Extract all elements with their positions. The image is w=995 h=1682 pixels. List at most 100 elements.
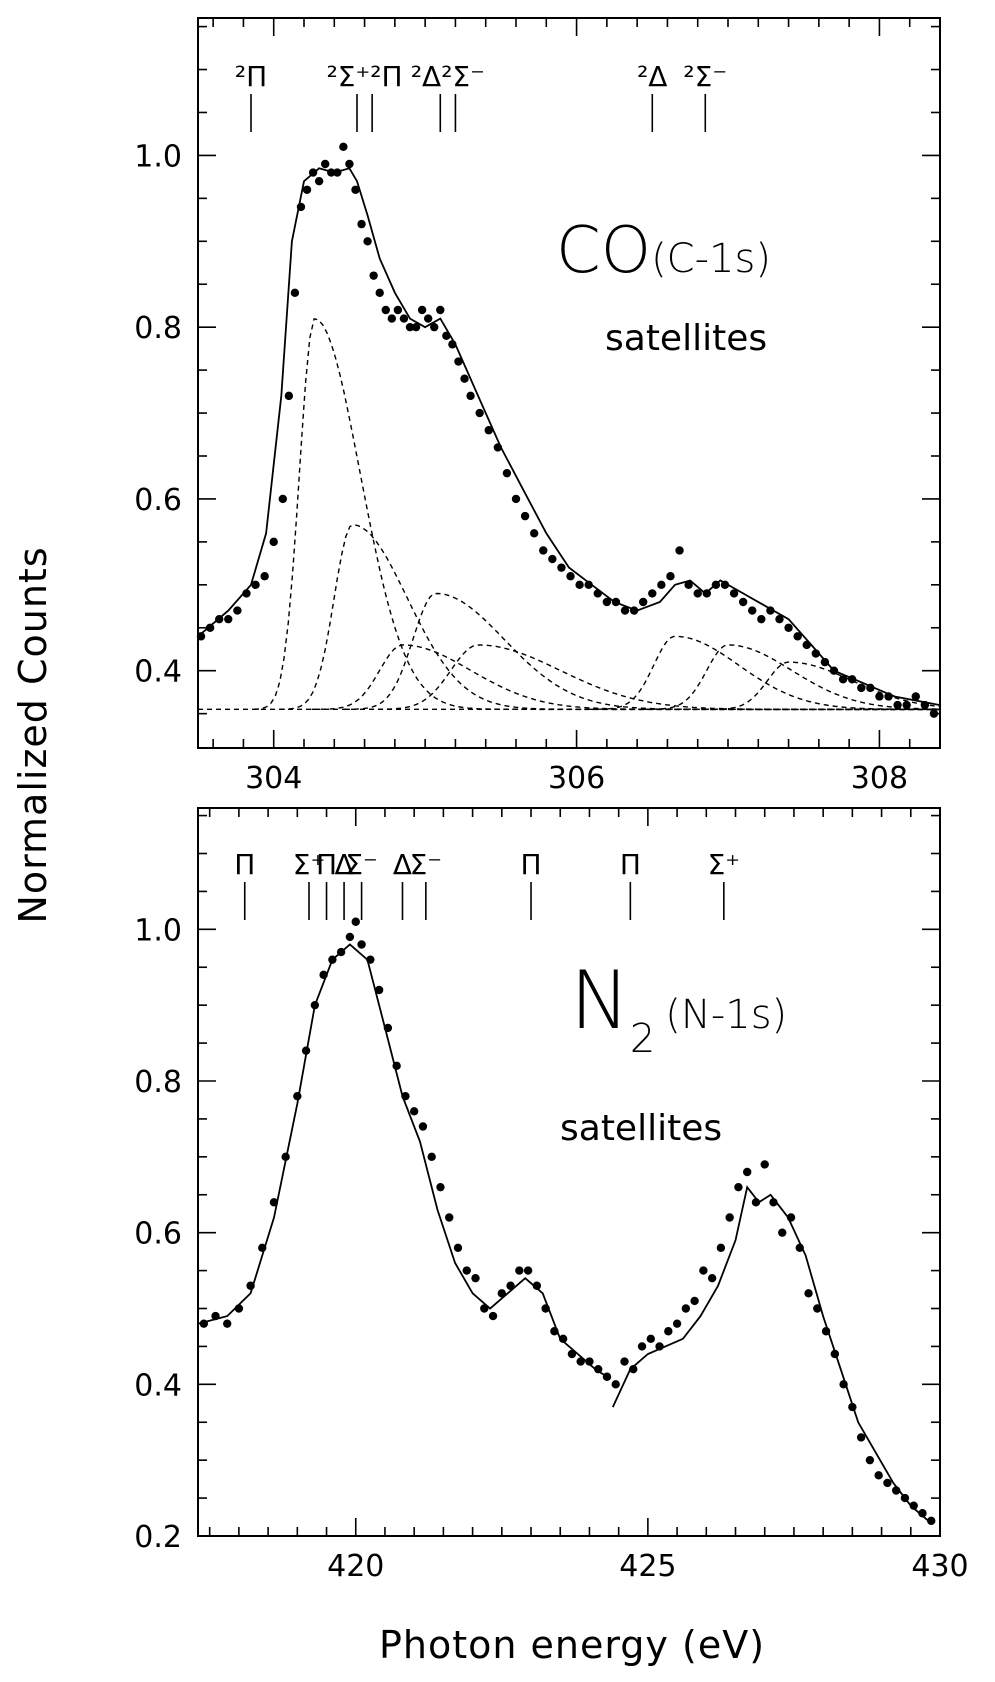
co-data-point bbox=[511, 494, 521, 504]
n2-data-point bbox=[293, 1091, 302, 1101]
n2-data-point bbox=[918, 1509, 927, 1518]
co-data-point bbox=[381, 305, 390, 315]
n2-satellites-label: satellites bbox=[560, 1108, 722, 1149]
n2-molecule-subscript: 2 bbox=[630, 1016, 655, 1062]
n2-plot-frame bbox=[197, 807, 941, 1537]
co-data-point bbox=[648, 589, 657, 598]
n2-state-marker-label: Σ⁻ bbox=[345, 848, 377, 881]
co-data-point bbox=[911, 692, 920, 701]
co-data-point bbox=[393, 305, 403, 315]
co-state-marker-label: ²Σ⁺²Π bbox=[327, 60, 403, 93]
co-data-point bbox=[387, 314, 397, 323]
n2-data-point bbox=[211, 1311, 220, 1321]
n2-data-point bbox=[760, 1160, 769, 1169]
co-data-point bbox=[784, 623, 793, 632]
n2-data-point bbox=[392, 1061, 401, 1071]
co-data-point bbox=[829, 666, 839, 675]
co-molecule-core: (C-1s) bbox=[651, 236, 771, 282]
n2-data-point bbox=[366, 955, 375, 964]
n2-state-marker-label: Δ bbox=[393, 848, 412, 881]
co-data-point bbox=[602, 597, 612, 607]
co-data-point bbox=[720, 580, 730, 590]
co-data-point bbox=[302, 185, 312, 194]
n2-data-point bbox=[699, 1266, 708, 1275]
co-data-point bbox=[611, 597, 621, 607]
co-data-point bbox=[430, 322, 439, 332]
co-data-point bbox=[838, 675, 848, 684]
co-data-point bbox=[629, 606, 639, 615]
co-data-point bbox=[475, 408, 484, 418]
n2-state-markers: Π Σ⁺ΠΔΣ⁻ ΔΣ⁻ Π Π Σ⁺ bbox=[234, 848, 740, 920]
n2-data-point bbox=[821, 1327, 831, 1336]
n2-data-point bbox=[506, 1281, 515, 1290]
n2-data-point bbox=[585, 1357, 594, 1366]
n2-data-point bbox=[319, 970, 328, 980]
n2-data-point bbox=[830, 1349, 840, 1359]
n2-data-point bbox=[523, 1266, 533, 1275]
co-data-point bbox=[684, 580, 693, 590]
n2-x-tick-label: 425 bbox=[619, 1549, 676, 1584]
n2-data-point bbox=[471, 1273, 480, 1283]
co-data-point bbox=[308, 168, 318, 177]
co-data-point bbox=[639, 597, 648, 607]
n2-data-point bbox=[328, 955, 337, 964]
co-y-tick-label: 0.6 bbox=[134, 483, 182, 518]
n2-data-point bbox=[445, 1213, 454, 1222]
n2-y-tick-label: 0.2 bbox=[134, 1520, 182, 1555]
n2-data-point bbox=[541, 1304, 550, 1313]
n2-data-point bbox=[515, 1266, 524, 1275]
co-data-point bbox=[284, 391, 294, 401]
co-data-point bbox=[657, 580, 666, 590]
n2-data-point bbox=[804, 1289, 813, 1298]
co-data-point bbox=[693, 589, 702, 598]
n2-data-point bbox=[909, 1501, 918, 1510]
n2-data-points bbox=[199, 917, 936, 1526]
n2-data-point bbox=[716, 1243, 726, 1253]
co-data-point bbox=[566, 572, 575, 581]
n2-data-point bbox=[927, 1516, 936, 1526]
co-data-point bbox=[484, 426, 493, 435]
co-data-point bbox=[205, 623, 215, 632]
n2-data-point bbox=[258, 1243, 267, 1253]
co-satellites-label: satellites bbox=[605, 318, 767, 359]
co-data-point bbox=[339, 142, 348, 152]
n2-data-point bbox=[646, 1334, 655, 1344]
n2-data-point bbox=[336, 947, 346, 957]
co-data-point bbox=[233, 606, 242, 615]
co-data-point bbox=[375, 288, 384, 298]
co-component-curve bbox=[369, 644, 940, 711]
n2-data-point bbox=[725, 1213, 734, 1222]
co-data-point bbox=[411, 322, 421, 332]
co-data-point bbox=[729, 589, 739, 598]
n2-state-marker-label: Δ bbox=[334, 848, 353, 881]
n2-data-point bbox=[734, 1182, 743, 1192]
co-data-point bbox=[269, 537, 278, 547]
co-data-point bbox=[278, 494, 287, 504]
co-component-curves bbox=[198, 317, 941, 711]
n2-data-point bbox=[374, 985, 384, 995]
co-state-markers: ²Π ²Σ⁺²Π ²Δ²Σ⁻ ²Δ ²Σ⁻ bbox=[235, 60, 727, 132]
n2-data-point bbox=[199, 1319, 209, 1328]
co-data-point bbox=[351, 185, 360, 194]
n2-data-point bbox=[436, 1182, 445, 1192]
co-data-point bbox=[251, 580, 260, 590]
n2-data-point bbox=[865, 1455, 875, 1465]
co-data-point bbox=[593, 589, 602, 598]
n2-data-point bbox=[883, 1478, 892, 1488]
co-data-point bbox=[215, 614, 224, 624]
n2-data-point bbox=[813, 1304, 822, 1313]
n2-data-point bbox=[462, 1266, 471, 1275]
n2-data-point bbox=[742, 1167, 752, 1177]
co-state-marker-label: ²Δ²Σ⁻ bbox=[411, 60, 485, 93]
n2-data-point bbox=[567, 1349, 577, 1359]
co-data-point bbox=[442, 331, 451, 340]
n2-x-tick-label: 420 bbox=[327, 1549, 384, 1584]
co-data-point bbox=[802, 640, 811, 650]
n2-data-point bbox=[550, 1327, 559, 1336]
co-data-point bbox=[793, 632, 802, 641]
n2-molecule-main: N bbox=[570, 954, 630, 1047]
co-data-point bbox=[454, 357, 463, 366]
n2-data-point bbox=[751, 1198, 761, 1207]
n2-state-marker-label: Σ⁻ bbox=[410, 848, 442, 881]
